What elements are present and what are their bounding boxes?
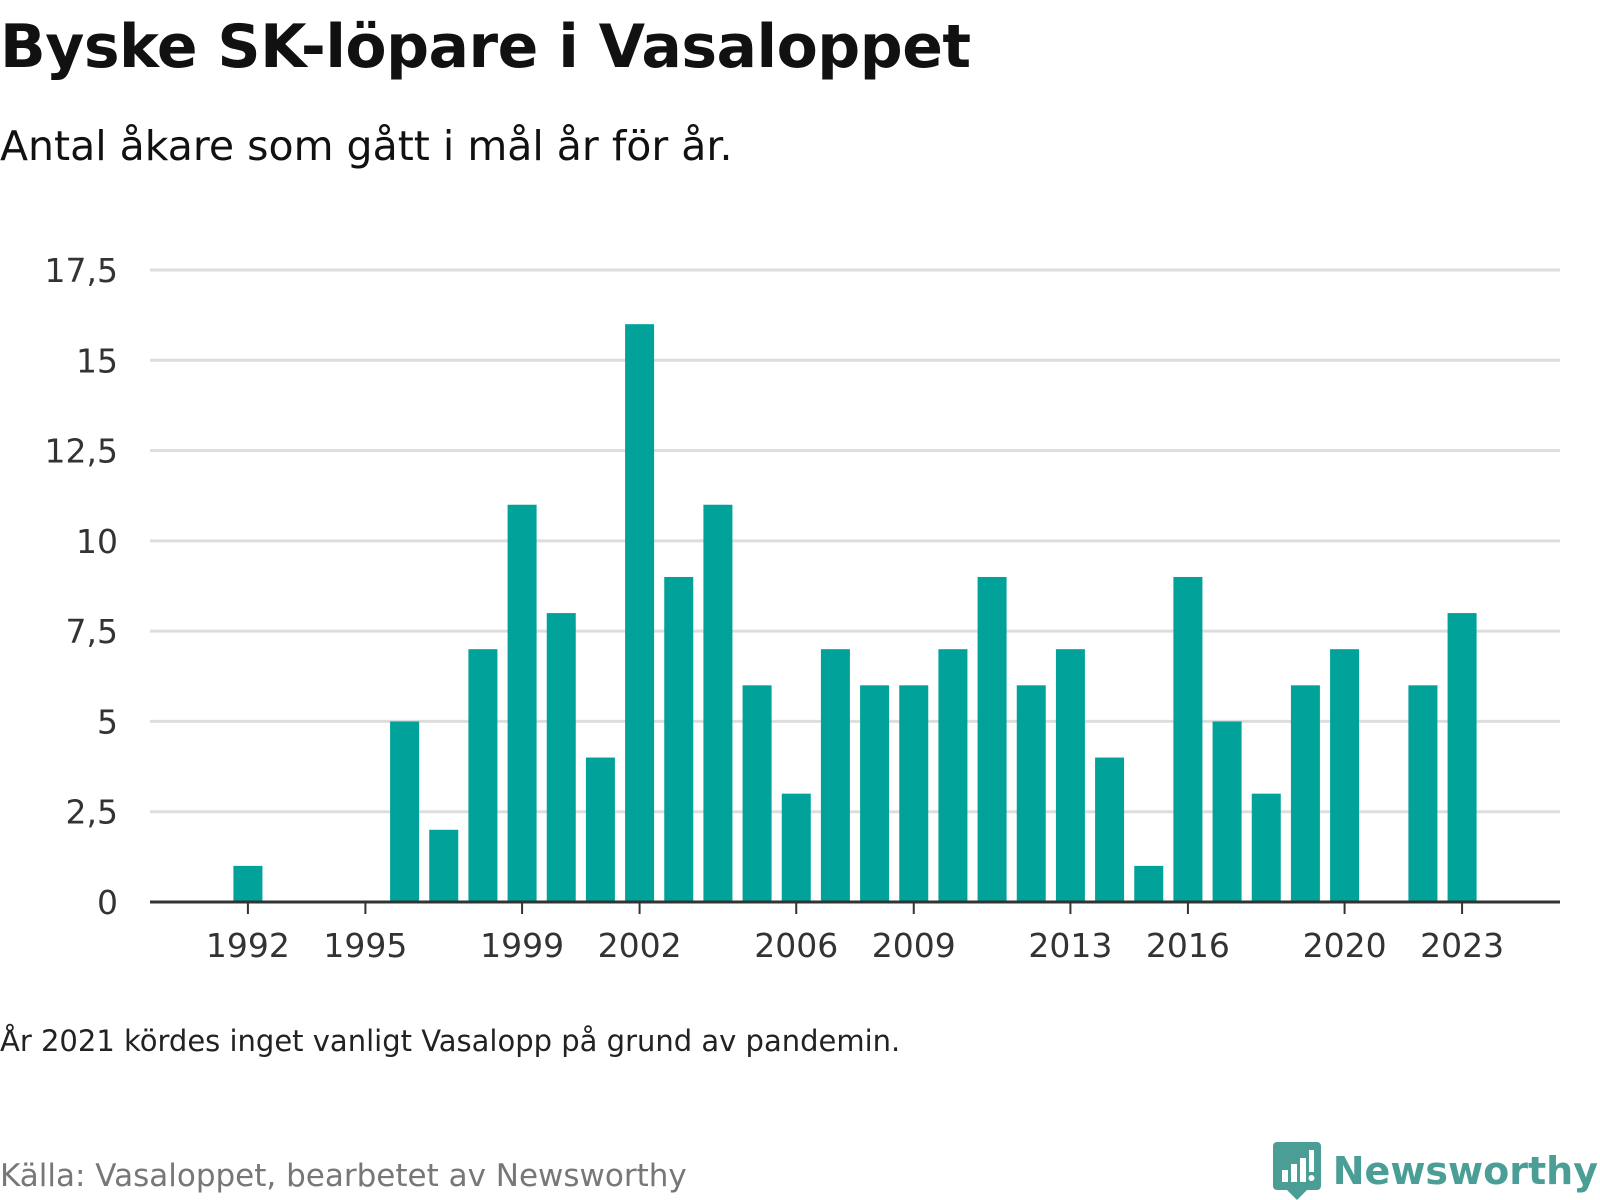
x-tick-label: 2016: [1146, 926, 1230, 965]
bar: [664, 576, 694, 902]
x-tick-label: 1999: [480, 926, 564, 965]
x-tick-label: 1995: [323, 926, 407, 965]
bar: [1173, 576, 1203, 902]
bar: [899, 685, 929, 902]
bar: [390, 721, 420, 902]
bar: [429, 829, 459, 902]
bar: [781, 793, 811, 902]
x-tick-label: 2023: [1420, 926, 1504, 965]
y-tick-label: 0: [97, 883, 118, 922]
x-tick-label: 2009: [872, 926, 956, 965]
bar: [1408, 685, 1438, 902]
newsworthy-logo: Newsworthy: [1272, 1142, 1598, 1200]
bar: [742, 685, 772, 902]
bar: [1095, 757, 1125, 902]
y-tick-label: 17,5: [45, 251, 118, 290]
bar: [938, 649, 968, 902]
bar: [1212, 721, 1242, 902]
bar: [1134, 865, 1164, 902]
bar: [1290, 685, 1320, 902]
y-tick-label: 5: [97, 702, 118, 741]
y-tick-label: 15: [76, 341, 118, 380]
x-tick-label: 1992: [206, 926, 290, 965]
logo-text: Newsworthy: [1332, 1149, 1598, 1193]
bar: [1016, 685, 1046, 902]
source-credit: Källa: Vasaloppet, bearbetet av Newswort…: [0, 1158, 687, 1194]
bar: [468, 649, 498, 902]
chart-subtitle: Antal åkare som gått i mål år för år.: [0, 122, 733, 170]
y-tick-label: 2,5: [66, 793, 118, 832]
bar: [1447, 613, 1477, 902]
y-tick-label: 10: [76, 522, 118, 561]
x-tick-label: 2020: [1303, 926, 1387, 965]
bar: [860, 685, 890, 902]
bar: [1251, 793, 1281, 902]
bar: [1055, 649, 1085, 902]
bar-chart-speech-bubble-icon: [1272, 1142, 1321, 1200]
chart-title: Byske SK-löpare i Vasaloppet: [0, 12, 971, 82]
bar: [703, 504, 733, 902]
x-tick-label: 2002: [598, 926, 682, 965]
bar-chart: 0 2,5 5 7,5 10 12,5 15 17,5 1992 1995 1999 2002 2006…: [45, 251, 1560, 965]
x-tick-label: 2006: [754, 926, 838, 965]
bar: [546, 613, 576, 902]
x-tick-label: 2013: [1028, 926, 1112, 965]
bar: [585, 757, 615, 902]
bar: [507, 504, 537, 902]
footnote: År 2021 kördes inget vanligt Vasalopp på…: [0, 1024, 901, 1058]
bar: [977, 576, 1007, 902]
bar: [820, 649, 850, 902]
y-tick-label: 12,5: [45, 432, 118, 471]
bar: [233, 865, 263, 902]
bar: [625, 324, 655, 903]
bar: [1330, 649, 1360, 902]
y-tick-label: 7,5: [66, 612, 118, 651]
